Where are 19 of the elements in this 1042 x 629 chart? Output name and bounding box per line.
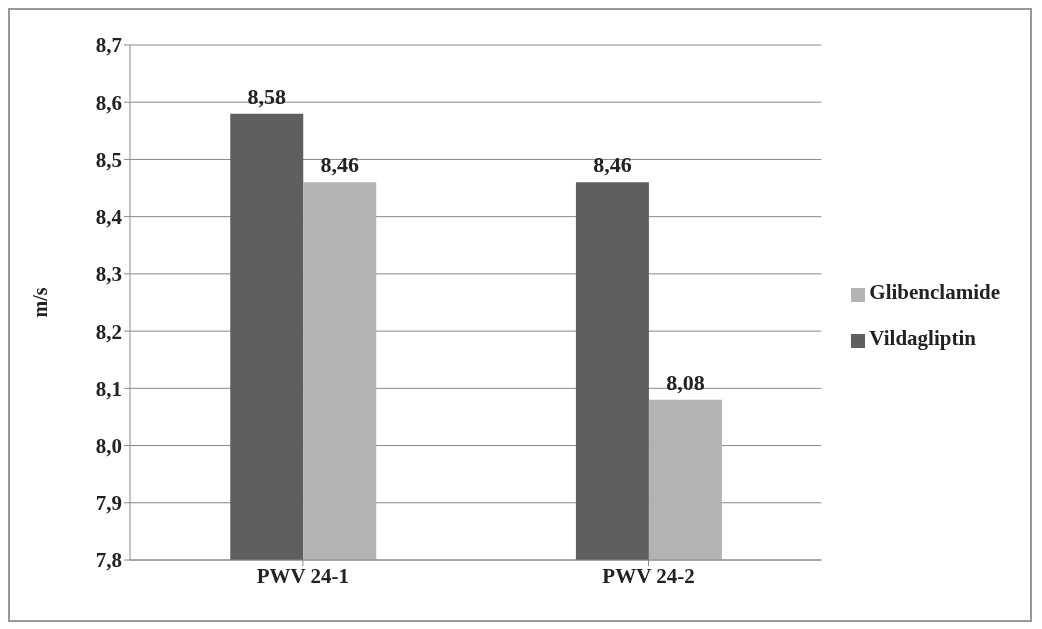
y-tick-label: 8,0 [95,434,122,459]
data-label: 8,46 [320,152,359,178]
legend-label: Vildagliptin [869,326,976,350]
data-label: 8,46 [593,152,632,178]
data-label: 8,58 [247,83,286,109]
x-tick-label: PWV 24-1 [256,563,350,588]
y-tick-label: 7,9 [95,491,122,516]
y-tick-label: 8,1 [95,376,122,401]
x-tick-label: PWV 24-2 [602,563,695,588]
y-tick-label: 8,6 [95,90,122,115]
data-label: 8,08 [666,369,705,395]
y-tick-label: 8,7 [95,33,122,58]
legend-label: Glibenclamide [869,280,1000,304]
y-axis-title: m/s [29,287,52,318]
y-tick-label: 8,3 [95,262,122,287]
y-tick-label: 8,5 [95,147,122,172]
y-tick-label: 7,8 [95,548,122,573]
y-tick-label: 8,4 [95,205,123,230]
y-tick-label: 8,2 [95,319,122,344]
